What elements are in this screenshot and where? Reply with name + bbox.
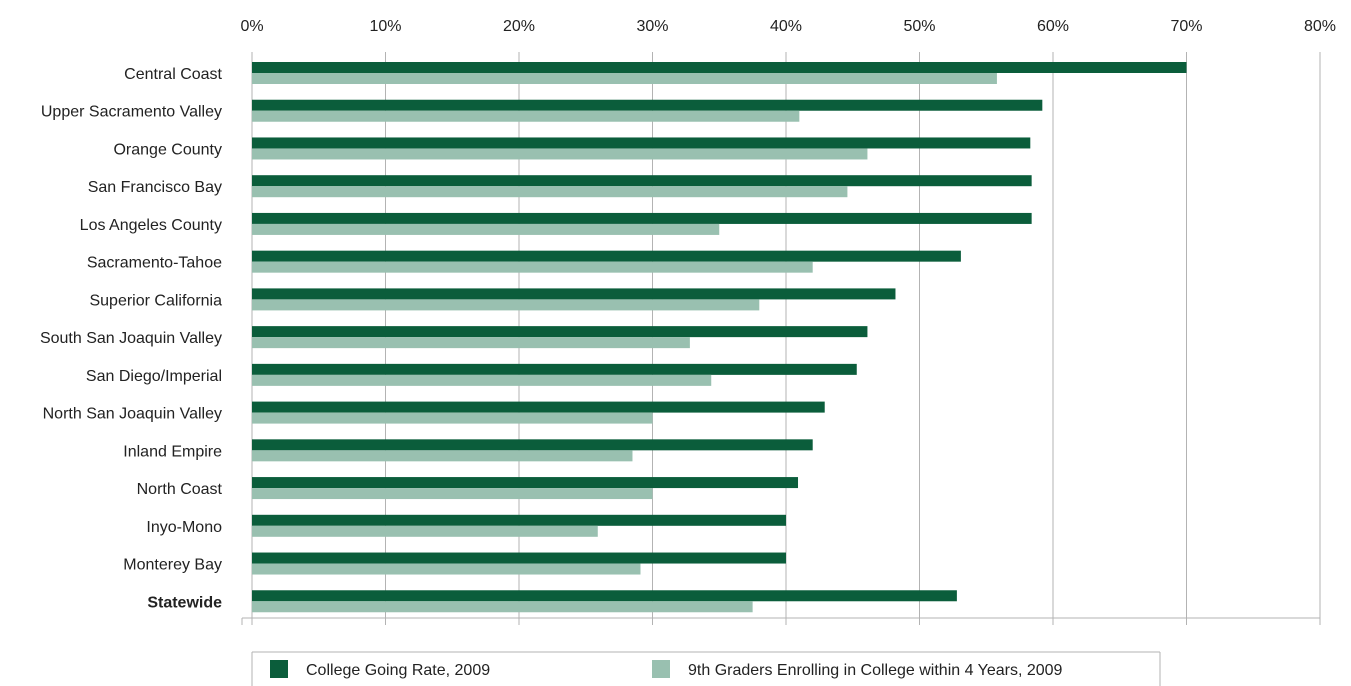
legend-swatch [652,660,670,678]
category-label: Superior California [89,292,222,309]
legend-item-9th-graders-enrolling: 9th Graders Enrolling in College within … [688,662,1063,679]
category-label: Monterey Bay [123,557,222,574]
category-label: Los Angeles County [80,217,222,234]
bar-college-going-rate [252,439,813,451]
bar-9th-graders-enrolling [252,601,753,613]
bar-college-going-rate [252,514,786,526]
category-label: San Francisco Bay [88,179,222,196]
bar-college-going-rate [252,212,1032,224]
bar-college-going-rate [252,288,896,300]
category-label: South San Joaquin Valley [40,330,222,347]
bar-college-going-rate [252,326,868,338]
bar-college-going-rate [252,477,799,489]
category-label: Statewide [147,594,222,611]
bar-9th-graders-enrolling [252,450,633,462]
category-label: Upper Sacramento Valley [41,104,222,121]
bar-college-going-rate [252,401,825,413]
bar-9th-graders-enrolling [252,299,760,311]
y-axis-categories: Central Coast Upper Sacramento Valley Oran… [40,66,223,611]
bar-9th-graders-enrolling [252,374,712,386]
bar-9th-graders-enrolling [252,73,997,84]
category-label: Inland Empire [123,443,222,460]
bar-9th-graders-enrolling [252,148,868,160]
category-label: Inyo-Mono [146,519,222,536]
bar-college-going-rate [252,137,1031,149]
x-tick-label: 10% [369,18,401,35]
category-label: San Diego/Imperial [86,368,222,385]
bar-9th-graders-enrolling [252,563,641,575]
legend-item-college-going-rate: College Going Rate, 2009 [306,662,490,679]
category-label: North Coast [137,481,223,498]
bar-9th-graders-enrolling [252,412,653,424]
legend-swatch [270,660,288,678]
bar-college-going-rate [252,552,786,564]
x-tick-label: 80% [1304,18,1336,35]
bar-9th-graders-enrolling [252,337,690,349]
x-tick-label: 20% [503,18,535,35]
legend: College Going Rate, 2009 9th Graders Enro… [251,651,1161,686]
bar-college-going-rate [252,175,1032,187]
bars [252,62,1187,613]
bar-college-going-rate [252,250,961,262]
bar-9th-graders-enrolling [252,110,800,122]
bar-9th-graders-enrolling [252,261,813,273]
category-label: Orange County [113,141,222,158]
x-tick-label: 60% [1037,18,1069,35]
x-tick-label: 40% [770,18,802,35]
bar-college-going-rate [252,99,1043,111]
bar-9th-graders-enrolling [252,186,848,198]
bar-9th-graders-enrolling [252,223,720,235]
bar-college-going-rate [252,363,857,375]
x-tick-label: 30% [636,18,668,35]
x-tick-label: 0% [240,18,263,35]
bar-9th-graders-enrolling [252,525,598,537]
x-tick-label: 50% [903,18,935,35]
bar-9th-graders-enrolling [252,488,653,500]
category-label: Sacramento-Tahoe [87,255,222,272]
bar-college-going-rate [252,62,1187,73]
x-tick-label: 70% [1170,18,1202,35]
x-axis-ticks: 0% 10% 20% 30% 40% 50% 60% 70% 80% [240,18,1336,35]
bar-college-going-rate [252,590,957,602]
category-label: North San Joaquin Valley [43,406,222,423]
category-label: Central Coast [124,66,222,83]
